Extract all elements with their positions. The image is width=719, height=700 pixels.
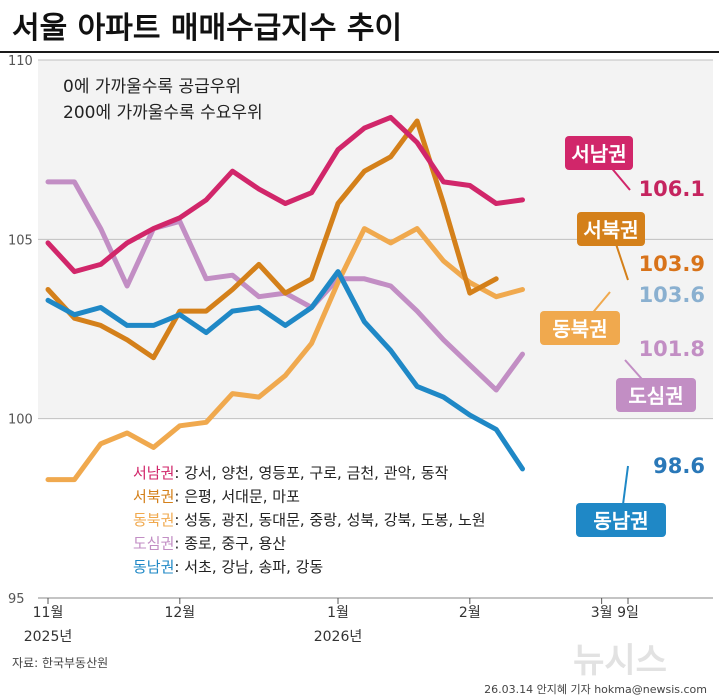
- end-value-label: 103.9: [639, 252, 705, 276]
- legend-areas: : 서초, 강남, 송파, 강동: [174, 558, 323, 576]
- legend-item: 도심권: 종로, 중구, 용산: [133, 535, 286, 553]
- x-tick-label: 12월: [164, 605, 195, 621]
- x-axis: 11월 2025년 12월 1월 2026년 2월 3월 9일: [24, 598, 639, 645]
- series-tag-label: 동북권: [552, 317, 607, 341]
- legend-item: 동남권: 서초, 강남, 송파, 강동: [133, 558, 323, 576]
- note-line-1: 0에 가까울수록 공급우위: [63, 77, 241, 97]
- legend-name: 서북권: [133, 488, 174, 506]
- legend-areas: : 은평, 서대문, 마포: [174, 488, 300, 506]
- series-tag-label: 동남권: [593, 509, 648, 533]
- newsis-logo: 뉴시스: [573, 641, 667, 681]
- y-tick-label: 110: [8, 54, 33, 69]
- end-value-label: 98.6: [653, 454, 705, 478]
- legend-item: 서북권: 은평, 서대문, 마포: [133, 488, 300, 506]
- x-tick-label: 1월: [327, 605, 349, 621]
- y-axis: 95 100 105 110: [8, 54, 33, 607]
- series-line-4: [45, 269, 525, 472]
- note-line-2: 200에 가까울수록 수요우위: [63, 103, 263, 123]
- series-tag-label: 서북권: [583, 218, 638, 242]
- credit-text: 26.03.14 안지혜 기자 hokma@newsis.com: [484, 683, 707, 696]
- legend-areas: : 성동, 광진, 동대문, 중랑, 성북, 강북, 도봉, 노원: [174, 511, 485, 529]
- series-tag-label: 서남권: [571, 142, 626, 166]
- series-tag-bg: [576, 503, 666, 537]
- series-tag-label: 도심권: [628, 384, 683, 408]
- series-tag-bg: [540, 311, 620, 345]
- end-value-label: 106.1: [639, 177, 705, 201]
- legend-name: 동북권: [133, 511, 174, 529]
- series-lines: [45, 114, 525, 483]
- x-tick-sublabel: 2026년: [314, 629, 363, 645]
- series-tag-bg: [577, 212, 645, 246]
- y-tick-label: 100: [8, 413, 33, 428]
- legend-name: 도심권: [133, 535, 174, 553]
- y-tick-label: 105: [8, 233, 33, 248]
- chart-title: 서울 아파트 매매수급지수 추이: [12, 11, 402, 46]
- source-text: 자료: 한국부동산원: [12, 656, 108, 670]
- series-line-2: [45, 226, 525, 483]
- end-value-label: 103.6: [639, 283, 705, 307]
- legend-areas: : 종로, 중구, 용산: [174, 535, 286, 553]
- header-bg: [0, 0, 719, 50]
- series-line-1: [45, 118, 499, 361]
- x-tick-sublabel: 2025년: [24, 629, 73, 645]
- x-tick-label: 2월: [459, 605, 481, 621]
- y-tick-label: 95: [8, 592, 25, 607]
- series-tag-bg: [565, 136, 633, 170]
- end-value-label: 101.8: [639, 337, 705, 361]
- x-tick-label: 11월: [33, 605, 64, 621]
- legend-areas: : 강서, 양천, 영등포, 구로, 금천, 관악, 동작: [174, 464, 448, 482]
- series-tag-bg: [616, 378, 696, 412]
- legend-item: 서남권: 강서, 양천, 영등포, 구로, 금천, 관악, 동작: [133, 464, 449, 482]
- x-tick-label: 3월: [591, 605, 613, 621]
- legend-name: 동남권: [133, 558, 174, 576]
- x-tick-label: 9일: [617, 605, 639, 621]
- end-labels: 106.1 103.9 103.6 101.8 98.6: [639, 177, 705, 478]
- legend-item: 동북권: 성동, 광진, 동대문, 중랑, 성북, 강북, 도봉, 노원: [133, 511, 486, 529]
- legend-name: 서남권: [133, 464, 174, 482]
- series-line-0: [45, 114, 525, 275]
